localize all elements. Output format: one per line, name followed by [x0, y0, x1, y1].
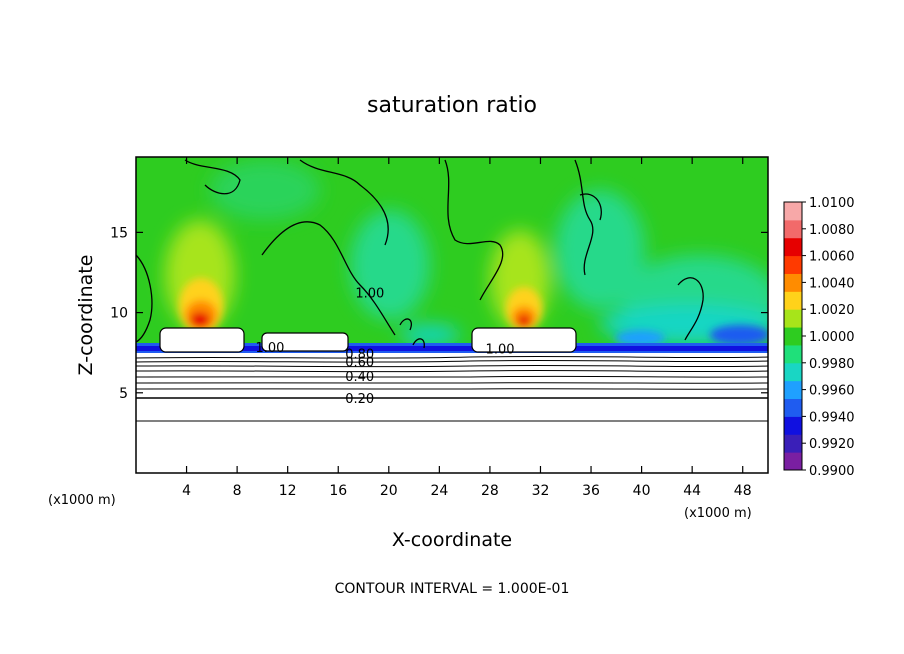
contour-label: 0.60: [345, 355, 374, 370]
colorbar-tick-label: 0.9960: [809, 384, 855, 399]
x-tick-label: 48: [734, 483, 752, 499]
y-tick-label: 10: [110, 306, 128, 322]
colorbar-swatch: [784, 273, 802, 292]
colorbar-tick-label: 1.0100: [809, 196, 855, 211]
colorbar-tick-label: 0.9980: [809, 357, 855, 372]
colorbar-swatch: [784, 434, 802, 453]
colorbar-swatch: [784, 219, 802, 239]
colorbar-swatch: [784, 255, 802, 274]
contour-label: 0.40: [345, 370, 374, 385]
colorbar-swatch: [784, 202, 802, 221]
colorbar-swatch: [784, 380, 802, 400]
colorbar-swatch: [784, 237, 802, 257]
x-tick-label: 40: [633, 483, 651, 499]
contour-label: 0.80: [345, 347, 374, 362]
contour-label: 0.20: [345, 392, 374, 407]
y-axis: 5 10 15: [110, 225, 768, 402]
contour-label-group: 1.00 1.00 1.00 0.800.600.40 0.20: [256, 286, 515, 407]
y-tick-label: 15: [110, 225, 128, 241]
colorbar-swatch: [784, 416, 802, 435]
x-tick-label: 16: [329, 483, 347, 499]
x-tick-label: 28: [481, 483, 499, 499]
y-axis-label: Z-coordinate: [75, 255, 97, 376]
x-tick-label: 12: [279, 483, 297, 499]
x-tick-label: 32: [532, 483, 550, 499]
x-tick-label: 20: [380, 483, 398, 499]
x-unit-label: (x1000 m): [684, 506, 752, 521]
contour-label: 1.00: [256, 341, 285, 356]
colorbar-tick-label: 1.0040: [809, 276, 855, 291]
x-axis: 4 8 12 16 20 24 28 32 36 40 44 48: [182, 157, 752, 499]
colorbar-tick-label: 0.9940: [809, 410, 855, 425]
colorbar-swatch: [784, 398, 802, 417]
colorbar-tick-label: 1.0020: [809, 303, 855, 318]
colorbar-swatch: [784, 309, 802, 328]
contour-label: 1.00: [486, 342, 515, 357]
x-tick-label: 36: [582, 483, 600, 499]
colorbar-swatch: [784, 452, 802, 471]
colorbar-swatch: [784, 327, 802, 346]
colorbar-swatch: [784, 344, 802, 364]
y-tick-label: 5: [119, 386, 128, 402]
colorbar-tick-label: 0.9900: [809, 464, 855, 479]
x-tick-label: 24: [430, 483, 448, 499]
contour-interval-note: CONTOUR INTERVAL = 1.000E-01: [335, 581, 570, 597]
chart-title: saturation ratio: [367, 93, 537, 118]
colorbar: 1.0100 1.0080 1.0060 1.0040 1.0020 1.0000 0.99…: [783, 196, 855, 479]
y-unit-label: (x1000 m): [48, 493, 116, 508]
colorbar-tick-label: 1.0000: [809, 330, 855, 345]
x-tick-label: 44: [683, 483, 701, 499]
contour-lines: [135, 159, 769, 422]
colorbar-tick-label: 1.0060: [809, 250, 855, 265]
colorbar-tick-label: 0.9920: [809, 437, 855, 452]
contour-label: 1.00: [355, 286, 384, 301]
x-tick-label: 4: [182, 483, 191, 499]
x-axis-label: X-coordinate: [392, 529, 512, 551]
colorbar-tick-label: 1.0080: [809, 223, 855, 238]
colorbar-swatch: [784, 362, 802, 382]
heatmap-field: [136, 157, 768, 473]
colorbar-swatch: [784, 291, 802, 310]
x-tick-label: 8: [233, 483, 242, 499]
plot-frame: [135, 156, 769, 474]
